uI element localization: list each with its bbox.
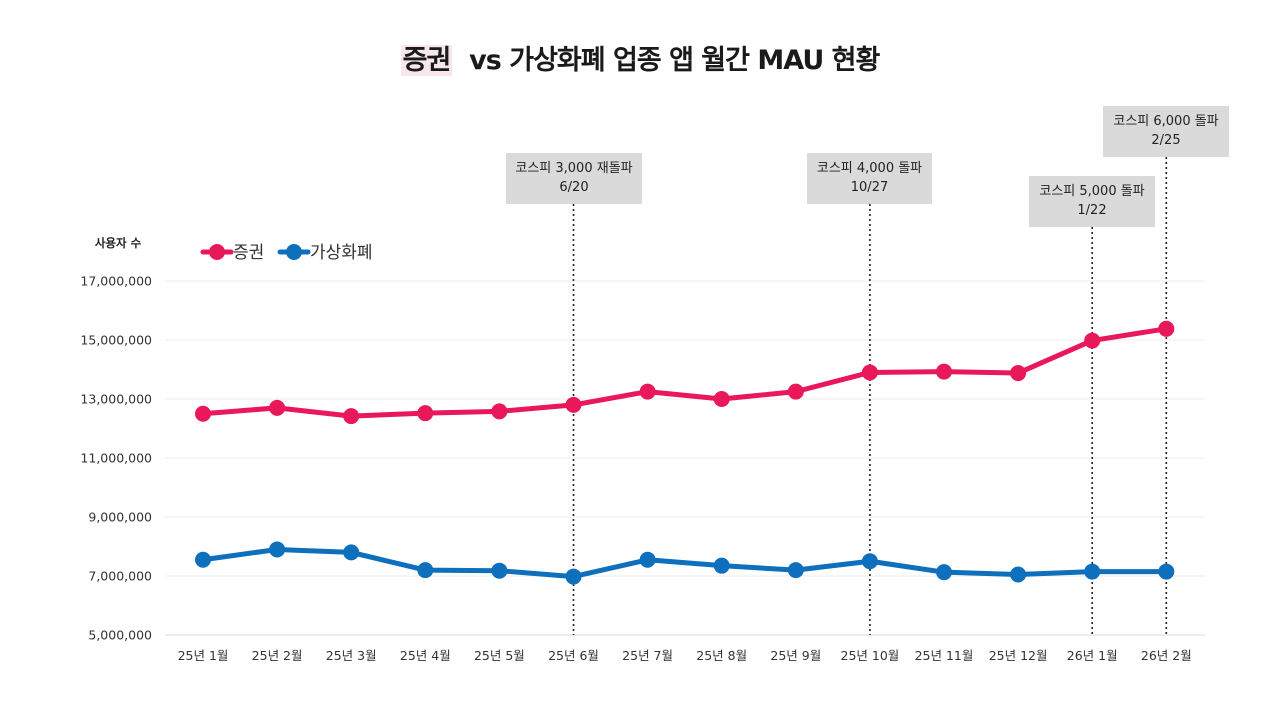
legend-label: 증권 [233,243,264,263]
data-point[interactable] [936,363,952,380]
y-tick-label: 7,000,000 [88,569,152,584]
data-point[interactable] [713,391,730,407]
y-tick-label: 17,000,000 [80,274,152,289]
x-tick-label: 25년 8월 [696,648,747,663]
data-point[interactable] [639,383,656,400]
data-point[interactable] [1158,320,1175,337]
data-point[interactable] [1158,563,1175,580]
annotation-box: 코스피 4,000 돌파 10/27 [807,153,932,204]
legend-swatch-marker [209,244,225,260]
y-axis: 5,000,000 7,000,000 9,000,000 11,000,000 13,… [80,274,152,643]
data-point[interactable] [1010,566,1027,583]
series-securities [195,320,1175,425]
legend-item: 증권 [200,243,264,263]
data-point[interactable] [1084,563,1101,580]
x-tick-label: 25년 4월 [400,648,451,663]
x-tick-label: 25년 2월 [252,648,303,663]
data-point[interactable] [343,544,360,561]
series-line [200,326,1169,419]
annotation-date: 2/25 [1151,133,1181,148]
series-crypto [195,541,1175,585]
data-point[interactable] [861,364,878,381]
x-tick-label: 25년 9월 [770,648,821,663]
data-point[interactable] [713,557,730,574]
data-point[interactable] [787,383,804,400]
annotation-date: 1/22 [1077,203,1107,218]
data-point[interactable] [1084,332,1101,349]
x-tick-label: 25년 6월 [548,648,599,663]
y-tick-label: 13,000,000 [80,392,152,407]
annotation-box: 코스피 3,000 재돌파 6/20 [506,153,642,204]
y-axis-label: 사용자 수 [95,236,142,250]
y-tick-label: 15,000,000 [80,333,152,348]
annotation-box: 코스피 5,000 돌파 1/22 [1029,176,1155,227]
data-point[interactable] [861,553,878,570]
legend: 증권 가상화폐 [200,243,373,263]
x-tick-label: 26년 1월 [1067,648,1118,663]
x-tick-label: 25년 3월 [326,648,377,663]
data-point[interactable] [195,405,211,422]
x-tick-label: 25년 1월 [178,648,229,663]
data-point[interactable] [639,551,656,568]
series-group [195,320,1175,585]
x-tick-label: 25년 5월 [474,648,525,663]
title-rest: vs 가상화폐 업종 앱 월간 MAU 현황 [469,45,880,76]
x-tick-label: 25년 10월 [841,648,900,663]
annotation-date: 6/20 [559,180,589,195]
data-point[interactable] [195,551,211,568]
data-point[interactable] [1010,365,1027,382]
data-point[interactable] [936,564,952,581]
x-tick-label: 25년 11월 [915,648,974,663]
legend-label: 가상화폐 [310,243,373,263]
annotation-box: 코스피 6,000 돌파 2/25 [1103,106,1229,157]
grid-lines [165,280,1205,636]
data-point[interactable] [565,396,582,413]
y-tick-label: 11,000,000 [80,451,152,466]
series-line [200,546,1169,580]
annotation-title: 코스피 4,000 돌파 [816,161,923,176]
data-point[interactable] [491,562,508,579]
chart-title: 증권 vs 가상화폐 업종 앱 월간 MAU 현황 [0,38,1280,77]
legend-item: 가상화폐 [277,243,373,263]
data-point[interactable] [269,399,286,416]
data-point[interactable] [417,562,434,579]
x-tick-label: 25년 12월 [989,648,1048,663]
data-point[interactable] [787,562,804,579]
y-tick-label: 5,000,000 [88,628,152,643]
data-point[interactable] [565,568,582,585]
x-axis: 25년 1월 25년 2월 25년 3월 25년 4월 25년 5월 25년 6월 25년 … [178,648,1192,663]
data-point[interactable] [343,408,360,425]
annotation-title: 코스피 5,000 돌파 [1039,184,1145,199]
x-tick-label: 25년 7월 [622,648,673,663]
data-point[interactable] [417,405,434,422]
data-point[interactable] [491,403,508,420]
data-point[interactable] [269,541,286,558]
x-tick-label: 26년 2월 [1141,648,1192,663]
annotation-title: 코스피 3,000 재돌파 [515,161,633,176]
y-tick-label: 9,000,000 [88,510,152,525]
legend-swatch-marker [286,244,302,260]
title-highlight: 증권 [400,45,453,76]
annotation-date: 10/27 [850,180,889,195]
annotation-title: 코스피 6,000 돌파 [1113,114,1219,129]
